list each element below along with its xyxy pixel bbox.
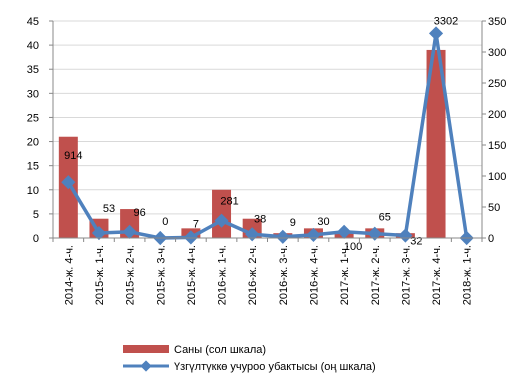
series-line bbox=[66, 31, 469, 240]
x-tick-label: 2015-ж. 2-ч. bbox=[125, 245, 137, 305]
point-label: 281 bbox=[220, 196, 238, 208]
left-tick-label: 45 bbox=[27, 16, 39, 28]
point-label: 30 bbox=[317, 216, 329, 228]
left-tick-label: 40 bbox=[27, 40, 39, 52]
left-tick-label: 0 bbox=[33, 233, 39, 245]
x-tick-label: 2016-ж. 4-ч. bbox=[308, 245, 320, 305]
gridlines bbox=[53, 20, 482, 239]
line-point bbox=[122, 224, 137, 239]
right-tick-label: 150 bbox=[488, 140, 506, 152]
point-label: 100 bbox=[344, 241, 362, 253]
right-tick-label: 200 bbox=[488, 109, 506, 121]
left-tick-label: 35 bbox=[27, 64, 39, 76]
left-axis: 0 5 10 15 20 25 30 35 40 45 bbox=[27, 16, 54, 245]
left-tick-label: 15 bbox=[27, 161, 39, 173]
line-point bbox=[275, 229, 290, 244]
right-tick-label: 350 bbox=[488, 16, 506, 28]
x-tick-label: 2016-ж. 3-ч. bbox=[278, 245, 290, 305]
line-point bbox=[367, 226, 382, 241]
right-tick-label: 0 bbox=[488, 233, 494, 245]
x-tick-label: 2015-ж. 4-ч. bbox=[186, 245, 198, 305]
x-tick-label: 2018-ж. 1-ч. bbox=[462, 245, 474, 305]
left-tick-label: 20 bbox=[27, 137, 39, 149]
x-tick-label: 2016-ж. 1-ч. bbox=[217, 245, 229, 305]
legend: Саны (сол шкала) Үзгүлтүккө учуроо убакт… bbox=[123, 344, 376, 373]
legend-bar-swatch bbox=[123, 345, 169, 353]
line-series bbox=[61, 26, 474, 246]
point-label: 9 bbox=[290, 217, 296, 229]
point-label: 3302 bbox=[434, 15, 458, 27]
x-tick-label: 2017-ж. 3-ч. bbox=[400, 245, 412, 305]
point-label: 7 bbox=[193, 218, 199, 230]
right-tick-label: 300 bbox=[488, 47, 506, 59]
point-label: 53 bbox=[103, 203, 115, 215]
legend-line-label: Үзгүлтүккө учуроо убактысы (оң шкала) bbox=[174, 361, 376, 373]
right-tick-label: 100 bbox=[488, 171, 506, 183]
x-tick-label: 2017-ж. 4-ч. bbox=[431, 245, 443, 305]
x-tick-label: 2016-ж. 2-ч. bbox=[247, 245, 259, 305]
point-label: 0 bbox=[162, 216, 168, 228]
line-point bbox=[428, 26, 444, 41]
line-point bbox=[398, 228, 413, 243]
x-tick-label: 2015-ж. 3-ч. bbox=[155, 245, 167, 305]
x-tick-label: 2014-ж. 4-ч. bbox=[63, 245, 75, 305]
x-tick-label: 2015-ж. 1-ч. bbox=[94, 245, 106, 305]
point-label: 914 bbox=[64, 150, 82, 162]
x-axis: 2014-ж. 4-ч. 2015-ж. 1-ч. 2015-ж. 2-ч. 2015… bbox=[52, 237, 483, 305]
line-point bbox=[214, 213, 229, 228]
right-axis: 0 50 100 150 200 250 300 350 bbox=[481, 16, 506, 245]
point-label: 38 bbox=[254, 213, 266, 225]
left-tick-label: 5 bbox=[33, 209, 39, 221]
x-tick-label: 2017-ж. 1-ч. bbox=[339, 245, 351, 305]
legend-bar-label: Саны (сол шкала) bbox=[174, 344, 266, 356]
left-tick-label: 10 bbox=[27, 185, 39, 197]
right-tick-label: 50 bbox=[488, 202, 500, 214]
bar-series bbox=[58, 49, 446, 238]
point-labels: 914 53 96 0 7 281 38 9 30 100 65 32 3302 bbox=[64, 15, 458, 252]
line-point bbox=[337, 224, 352, 239]
left-tick-label: 25 bbox=[27, 112, 39, 124]
x-tick-label: 2017-ж. 2-ч. bbox=[370, 245, 382, 305]
right-tick-label: 250 bbox=[488, 78, 506, 90]
legend-line-marker bbox=[140, 360, 152, 372]
left-tick-label: 30 bbox=[27, 88, 39, 100]
point-label: 96 bbox=[133, 207, 145, 219]
line-point bbox=[183, 230, 198, 245]
point-label: 32 bbox=[410, 236, 422, 248]
bar bbox=[426, 49, 446, 238]
point-label: 65 bbox=[379, 212, 391, 224]
